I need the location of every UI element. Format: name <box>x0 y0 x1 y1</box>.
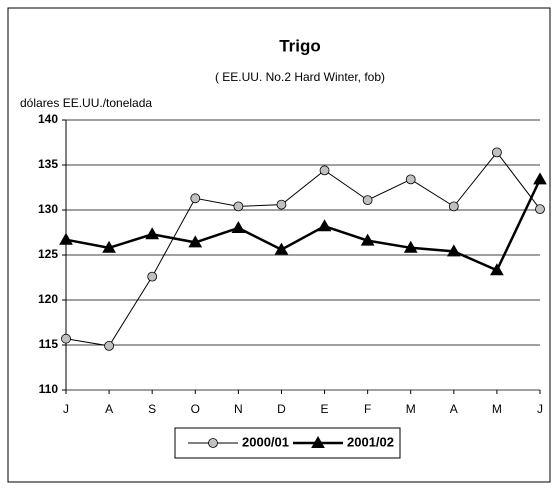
y-tick-label: 125 <box>38 247 58 261</box>
marker <box>61 333 71 344</box>
marker <box>317 219 332 232</box>
x-tick-label: J <box>63 402 69 416</box>
x-tick-label: A <box>450 402 458 416</box>
marker <box>492 147 502 158</box>
marker <box>104 340 114 351</box>
marker <box>208 438 218 448</box>
y-tick-label: 110 <box>39 382 59 396</box>
x-tick-label: M <box>492 402 502 416</box>
marker <box>360 233 375 246</box>
x-tick-label: M <box>406 402 416 416</box>
marker <box>311 435 325 448</box>
x-tick-label: N <box>234 402 243 416</box>
marker <box>319 165 330 176</box>
marker <box>405 174 416 185</box>
y-tick-label: 135 <box>38 157 58 171</box>
marker <box>403 240 418 253</box>
marker <box>231 220 246 233</box>
marker <box>147 271 158 282</box>
marker <box>362 195 373 206</box>
y-tick-label: 130 <box>38 202 58 216</box>
y-tick-label: 115 <box>39 337 59 351</box>
marker <box>145 227 160 240</box>
y-tick-label: 140 <box>38 112 58 126</box>
marker <box>274 242 289 255</box>
legend-label: 2001/02 <box>347 434 394 449</box>
x-tick-label: E <box>321 402 329 416</box>
series-line <box>65 151 541 347</box>
marker <box>276 199 287 210</box>
series-line <box>65 178 542 272</box>
x-tick-label: J <box>537 402 543 416</box>
y-axis-label: dólares EE.UU./tonelada <box>20 96 152 110</box>
y-tick-label: 120 <box>38 292 58 306</box>
marker <box>490 263 504 276</box>
chart-title: Trigo <box>279 36 321 55</box>
x-tick-label: S <box>148 402 156 416</box>
marker <box>448 201 459 212</box>
marker <box>233 201 244 212</box>
marker <box>446 244 461 257</box>
marker <box>190 193 201 204</box>
marker <box>59 232 73 245</box>
x-tick-label: A <box>105 402 113 416</box>
chart-subtitle: ( EE.UU. No.2 Hard Winter, fob) <box>215 70 385 84</box>
marker <box>102 240 116 253</box>
x-tick-label: D <box>277 402 286 416</box>
marker <box>533 172 547 185</box>
marker <box>188 235 203 248</box>
x-tick-label: O <box>191 402 200 416</box>
x-tick-label: F <box>364 402 371 416</box>
marker <box>535 204 545 215</box>
legend-label: 2000/01 <box>242 434 289 449</box>
